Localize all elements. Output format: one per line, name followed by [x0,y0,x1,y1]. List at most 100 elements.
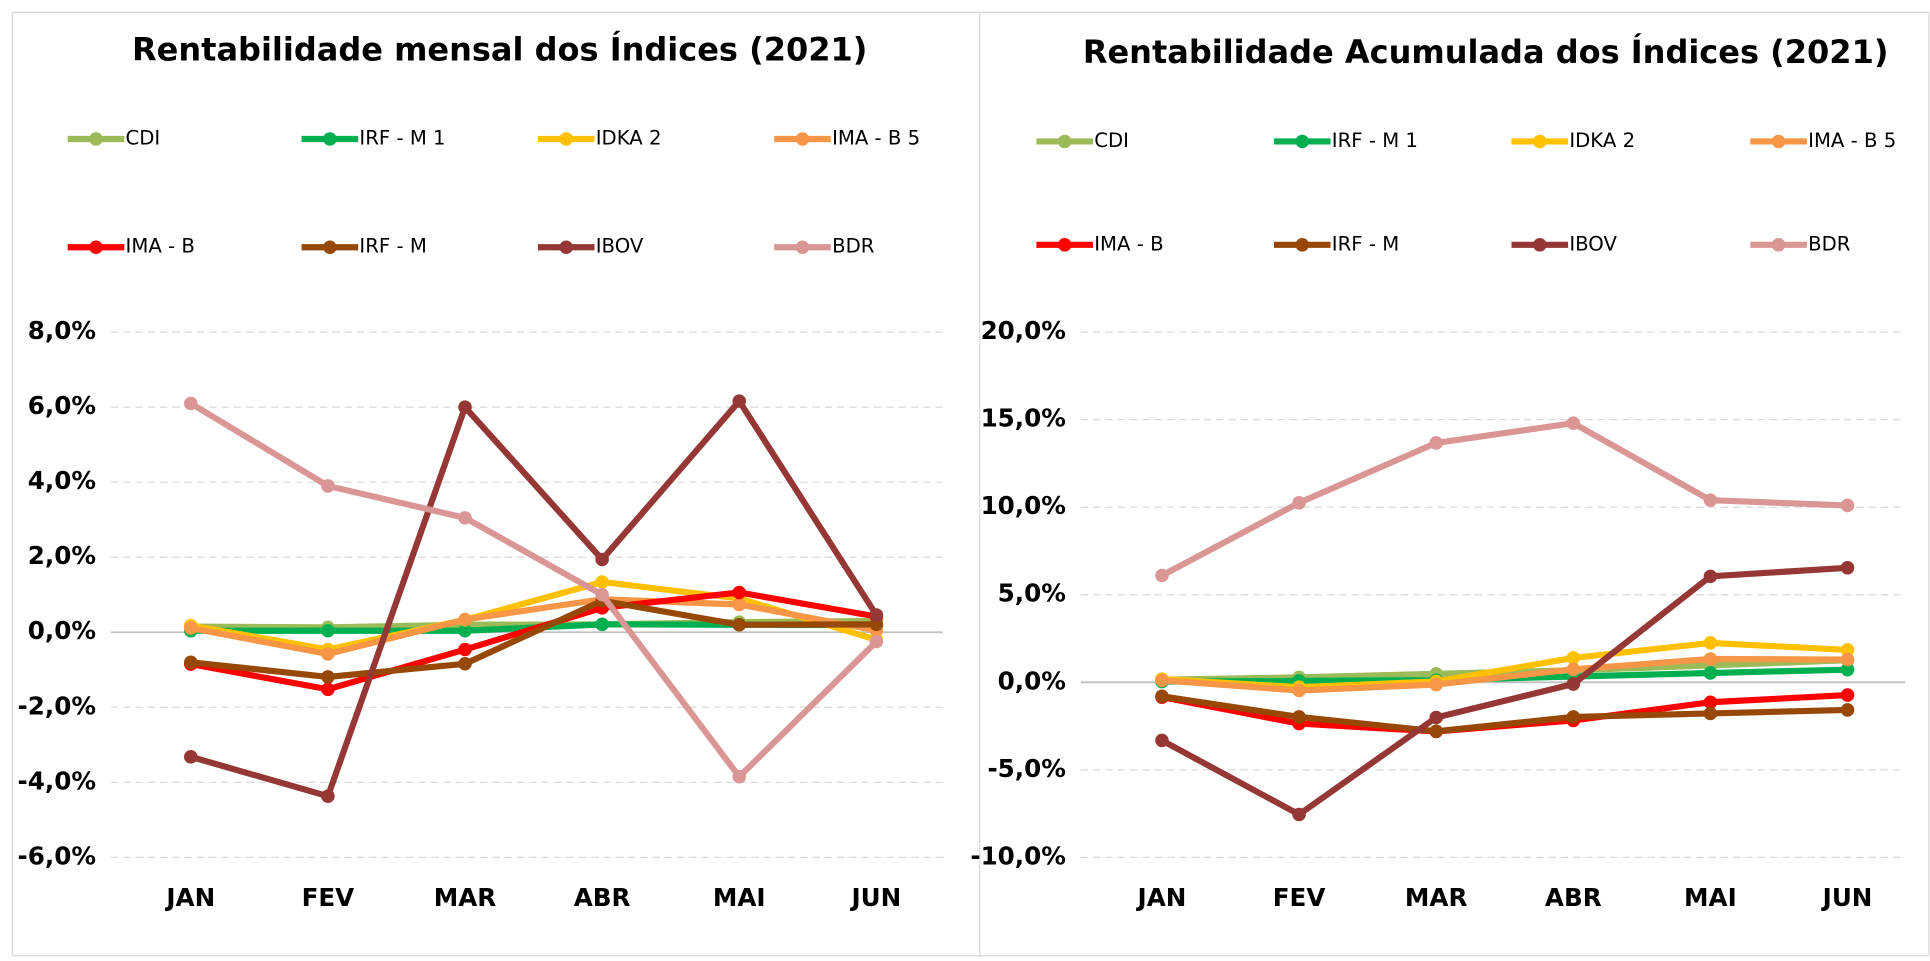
series-line [1160,420,1848,579]
x-tick-label: ABR [1545,883,1602,912]
chart-title: Rentabilidade Acumulada dos Índices (202… [1083,33,1889,71]
data-point [1429,436,1443,450]
data-point [1703,706,1718,721]
y-tick-label: 15,0% [981,404,1066,433]
x-tick-label: MAI [713,883,766,912]
data-point [458,642,472,657]
legend-label: CDI [1094,129,1129,152]
legend-marker [323,240,337,255]
series-line [190,597,877,680]
legend-marker [1533,238,1547,252]
data-point [1155,568,1169,583]
data-point [458,623,472,638]
data-point [732,597,747,612]
data-point [732,617,747,632]
data-point [1292,496,1306,510]
data-point [1429,710,1443,725]
series-line [190,596,877,658]
y-tick-label: 0,0% [998,666,1066,695]
y-tick-label: 2,0% [28,541,96,570]
legend-label: IBOV [596,235,644,258]
legend-label: BDR [832,235,875,258]
data-point [321,670,335,684]
legend-marker [1771,134,1786,149]
y-tick-label: -6,0% [18,841,96,870]
series-line [1160,564,1848,818]
data-point [1840,662,1855,677]
legend-label: IBOV [1569,232,1617,255]
data-point [321,647,335,661]
data-point [1840,561,1855,575]
legend-marker [795,132,810,146]
data-point [321,789,335,803]
series-line [190,578,878,653]
series-line [189,398,879,800]
data-point [869,617,884,632]
legend-marker [1295,134,1310,149]
data-point [321,479,335,493]
data-point [184,621,198,635]
legend-label: IMA - B 5 [832,127,920,150]
legend-label: BDR [1808,232,1851,255]
legend-marker [89,240,103,255]
legend-label: CDI [126,127,161,150]
x-tick-label: FEV [1273,883,1326,912]
data-point [1703,493,1718,507]
data-point [1566,651,1581,665]
data-point [1429,677,1443,692]
data-point [1703,652,1718,666]
data-point [595,617,609,632]
data-point [1840,498,1855,513]
y-tick-label: 0,0% [28,616,96,645]
data-point [1703,695,1718,710]
y-tick-label: 10,0% [981,491,1066,520]
data-point [869,608,884,622]
data-point [1840,652,1855,667]
y-tick-label: 4,0% [28,466,96,495]
legend-label: IMA - B [126,235,195,258]
data-point [869,634,884,649]
data-point [732,394,747,408]
data-point [595,552,609,567]
legend-marker [1533,134,1547,149]
x-tick-label: ABR [574,883,631,912]
y-tick-label: 20,0% [981,316,1066,345]
data-point [1292,807,1306,822]
x-tick-label: JAN [164,883,215,912]
data-point [1566,416,1581,430]
legend-label: IRF - M [1332,232,1399,255]
data-point [184,750,198,764]
legend-label: IMA - B 5 [1808,129,1896,152]
data-point [1840,703,1855,717]
data-point [458,400,472,414]
data-point [1155,673,1169,688]
chart-title: Rentabilidade mensal dos Índices (2021) [132,31,867,69]
legend-label: IRF - M 1 [359,127,445,150]
legend-label: IDKA 2 [1569,129,1635,152]
y-tick-label: -10,0% [970,841,1066,870]
data-point [321,623,335,638]
data-point [1566,662,1581,677]
legend-marker [559,240,573,255]
data-point [458,511,472,525]
legend-marker [1771,238,1786,252]
data-point [732,585,747,600]
data-point [458,657,472,671]
legend-label: IDKA 2 [596,127,662,150]
x-tick-label: JAN [1136,883,1187,912]
y-tick-label: -2,0% [18,691,96,720]
x-tick-label: JUN [850,883,902,912]
data-point [1429,724,1443,739]
legend-marker [1057,134,1072,149]
legend-marker [559,132,573,146]
data-point [732,769,747,784]
y-tick-label: -5,0% [987,754,1065,783]
data-point [1703,666,1718,680]
legend-marker [1057,238,1072,252]
series-line [190,589,877,693]
chart-border [11,11,1930,957]
data-point [321,682,335,697]
series-line [189,400,879,780]
legend-marker [89,132,103,146]
